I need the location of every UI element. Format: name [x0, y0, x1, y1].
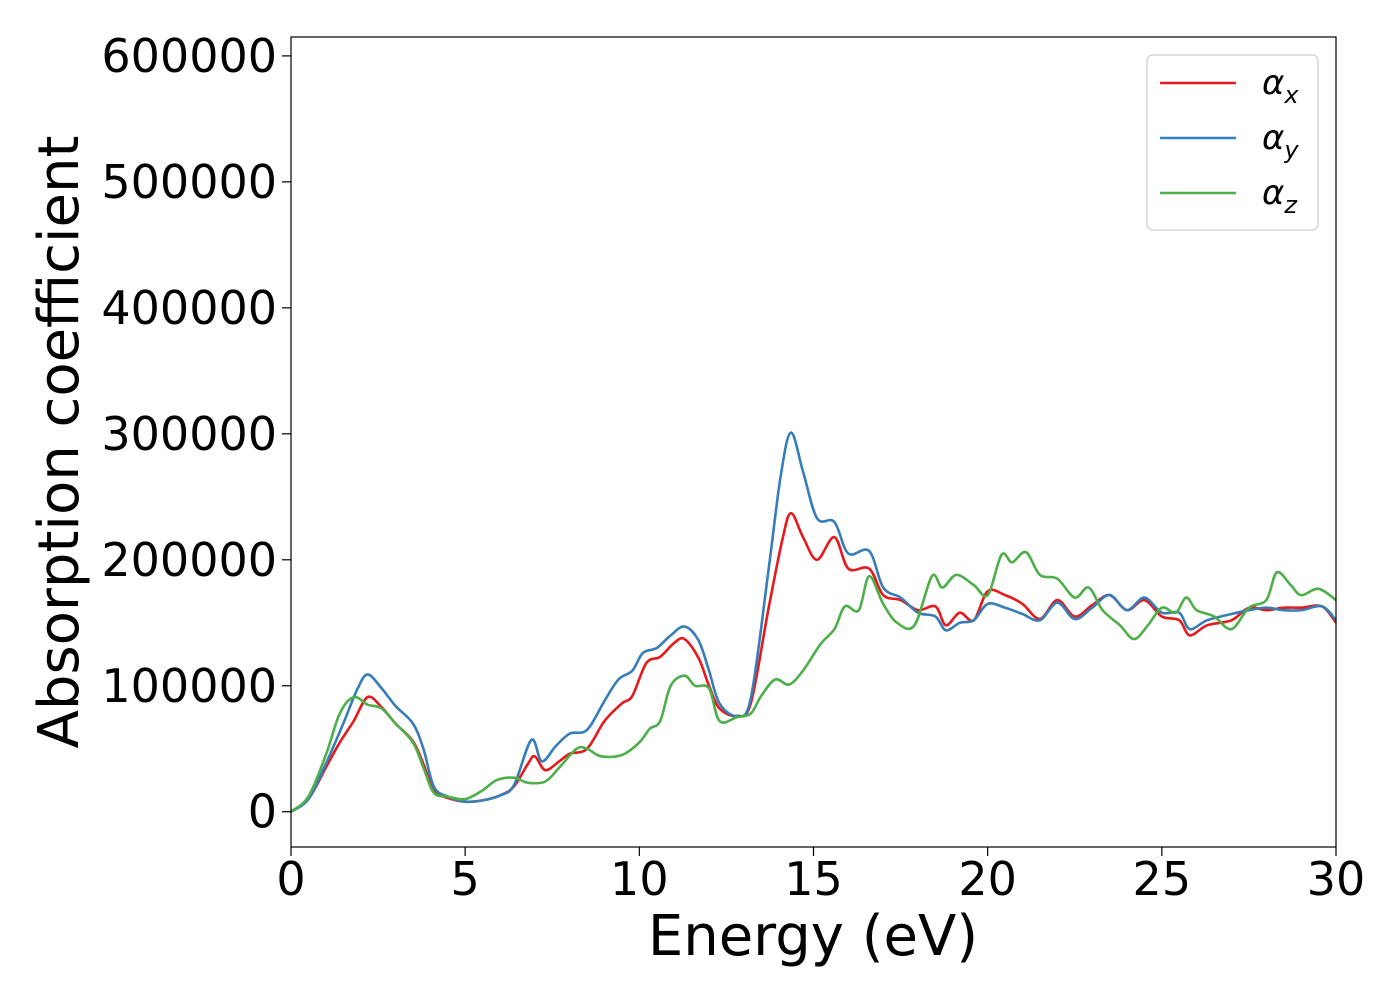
x-tick-label: 0	[276, 852, 305, 906]
legend-label-symbol: α	[1262, 63, 1284, 103]
legend-label-subscript: z	[1283, 191, 1298, 219]
y-tick-label: 600000	[101, 29, 277, 83]
y-tick-label: 200000	[101, 533, 277, 587]
legend-label-subscript: x	[1283, 81, 1299, 109]
x-tick-label: 25	[1133, 852, 1192, 906]
y-tick-label: 400000	[101, 281, 277, 335]
x-axis: 0 5 10 15 20 25 30	[276, 847, 1365, 906]
x-tick-label: 20	[958, 852, 1017, 906]
legend-label-symbol: α	[1262, 118, 1284, 158]
legend-label-z: αz	[1262, 173, 1298, 219]
y-tick-label: 100000	[101, 659, 277, 713]
x-axis-title: Energy (eV)	[648, 904, 978, 969]
legend-label-x: αx	[1262, 63, 1299, 109]
x-tick-label: 30	[1307, 852, 1366, 906]
series-line-z	[290, 550, 1337, 813]
x-tick-label: 10	[610, 852, 669, 906]
series-layer	[290, 431, 1338, 813]
x-tick-label: 15	[784, 852, 843, 906]
legend-label-subscript: y	[1283, 136, 1299, 164]
y-tick-label: 500000	[101, 155, 277, 209]
legend-label-symbol: α	[1262, 173, 1284, 213]
y-tick-label: 300000	[101, 407, 277, 461]
y-tick-label: 0	[248, 785, 277, 839]
y-axis-title: Absorption coefficient	[27, 136, 92, 749]
x-tick-label: 5	[451, 852, 480, 906]
y-axis: 0 100000 200000 300000 400000 500000 600000	[101, 29, 291, 839]
legend-box	[1146, 54, 1319, 231]
legend-label-y: αy	[1262, 118, 1299, 164]
